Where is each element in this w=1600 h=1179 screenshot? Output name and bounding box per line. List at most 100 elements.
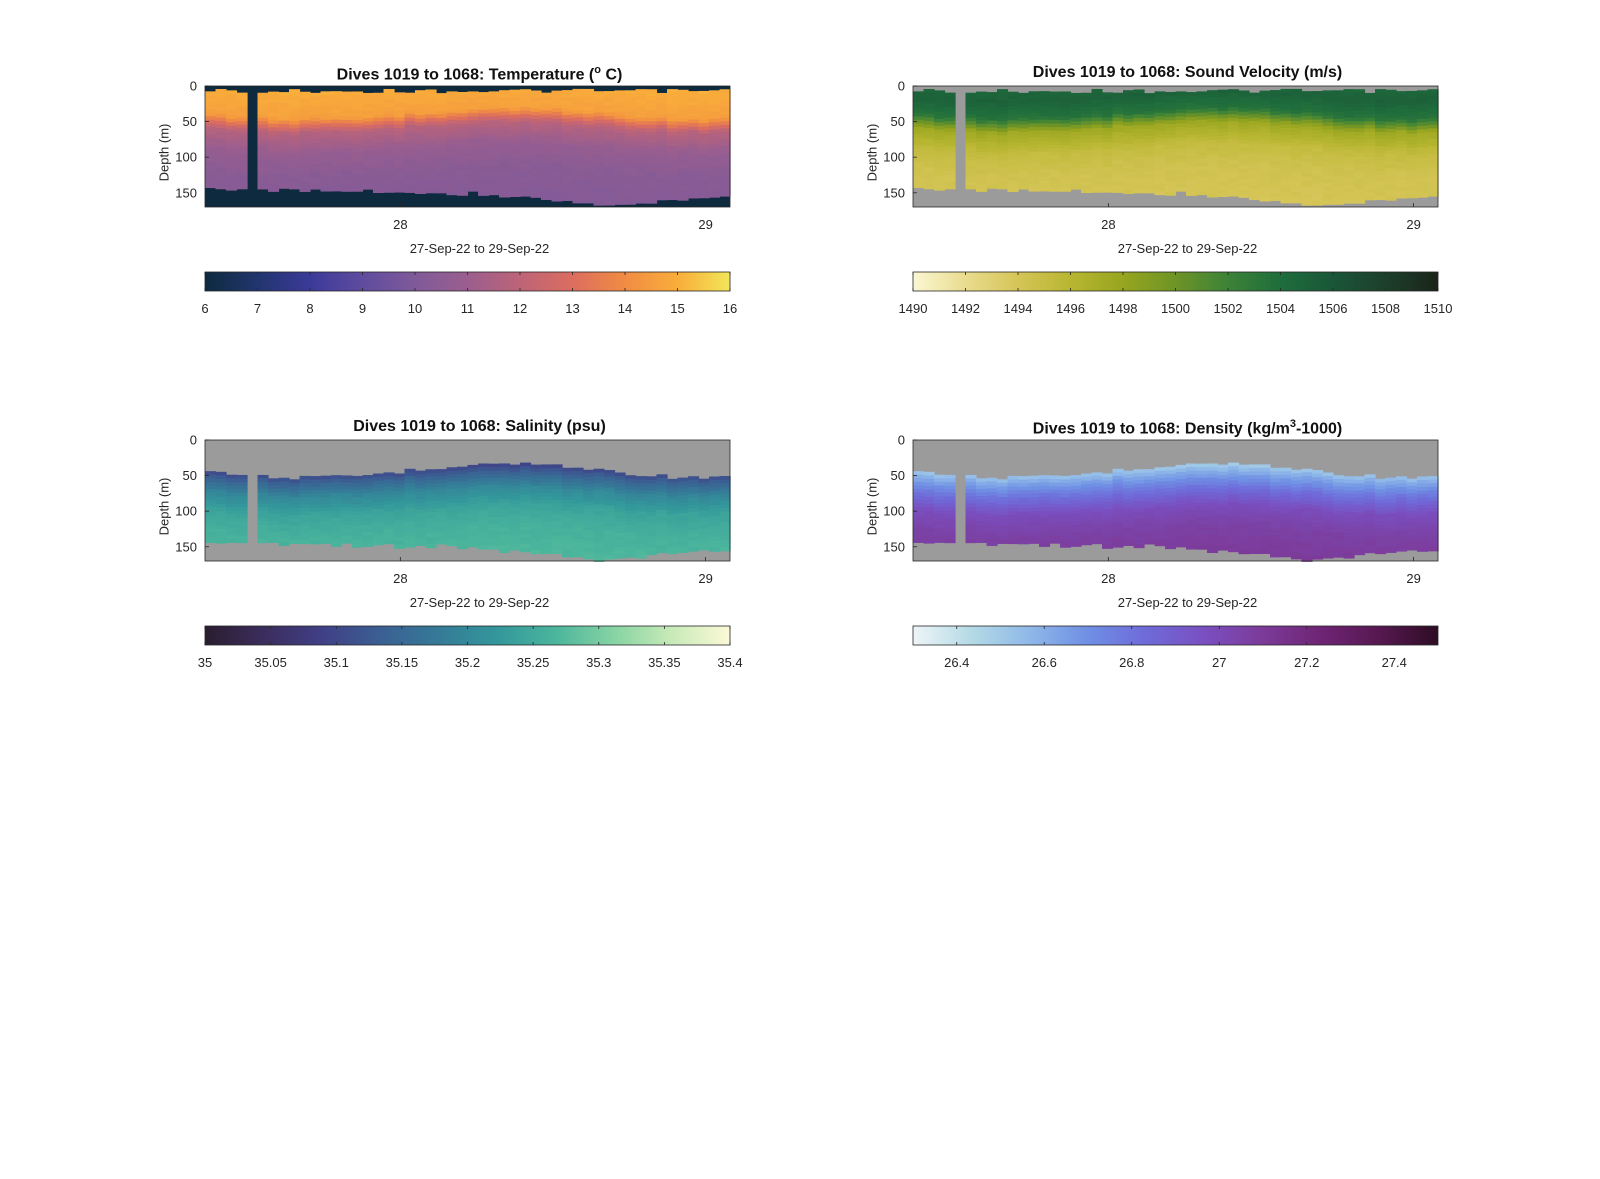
heatmap-cell <box>1417 133 1429 138</box>
heatmap-cell <box>310 96 322 101</box>
heatmap-cell <box>1322 150 1334 156</box>
heatmap-cell <box>236 514 248 519</box>
heatmap-cell <box>583 469 595 474</box>
heatmap-cell <box>1133 89 1145 94</box>
heatmap-cell <box>562 471 574 476</box>
heatmap-cell <box>1028 155 1040 160</box>
heatmap-cell <box>562 179 574 184</box>
heatmap-cell <box>1007 525 1019 530</box>
heatmap-cell <box>1354 163 1366 169</box>
heatmap-cell <box>1249 131 1261 136</box>
heatmap-cell <box>1280 117 1292 122</box>
heatmap-cell <box>1144 96 1156 101</box>
heatmap-cell <box>934 136 946 141</box>
heatmap-cell <box>436 103 448 108</box>
heatmap-cell <box>1007 91 1019 96</box>
heatmap-cell <box>1196 94 1208 100</box>
heatmap-cell <box>1364 181 1376 187</box>
heatmap-cell <box>976 120 988 125</box>
heatmap-cell <box>913 535 925 540</box>
heatmap-cell <box>1102 501 1114 507</box>
heatmap-cell <box>1060 504 1072 509</box>
heatmap-cell <box>373 498 385 503</box>
heatmap-cell <box>436 483 448 488</box>
heatmap-cell <box>457 512 469 518</box>
heatmap-cell <box>572 192 584 197</box>
heatmap-cell <box>415 118 427 123</box>
heatmap-cell <box>583 96 595 101</box>
heatmap-cell <box>1354 92 1366 97</box>
heatmap-cell <box>583 113 595 118</box>
heatmap-cell <box>1228 462 1240 467</box>
heatmap-cell <box>404 121 416 126</box>
heatmap-cell <box>310 181 322 186</box>
heatmap-cell <box>923 521 935 526</box>
heatmap-cell <box>593 557 605 562</box>
heatmap-cell <box>593 482 605 488</box>
heatmap-cell <box>646 131 658 137</box>
heatmap-cell <box>1259 183 1271 188</box>
heatmap-cell <box>404 475 416 481</box>
heatmap-cell <box>499 147 511 152</box>
heatmap-cell <box>593 123 605 128</box>
heatmap-cell <box>467 91 479 96</box>
heatmap-cell <box>1259 499 1271 505</box>
heatmap-cell <box>478 520 490 525</box>
heatmap-cell <box>205 499 217 504</box>
heatmap-cell <box>1291 508 1303 514</box>
heatmap-cell <box>934 165 946 170</box>
heatmap-cell <box>1133 487 1145 492</box>
heatmap-cell <box>604 484 616 489</box>
heatmap-cell <box>446 524 458 529</box>
heatmap-cell <box>1081 110 1093 115</box>
heatmap-cell <box>1291 555 1303 560</box>
chart-title: Dives 1019 to 1068: Temperature (o C) <box>336 64 623 84</box>
heatmap-cell <box>499 139 511 145</box>
heatmap-cell <box>404 156 416 161</box>
heatmap-cell <box>488 463 500 468</box>
heatmap-cell <box>425 128 437 133</box>
heatmap-cell <box>635 533 647 538</box>
heatmap-cell <box>1196 134 1208 139</box>
heatmap-cell <box>509 150 521 155</box>
heatmap-cell <box>583 498 595 503</box>
heatmap-cell <box>1018 132 1030 137</box>
heatmap-cell <box>1343 493 1355 499</box>
heatmap-cell <box>352 166 364 171</box>
heatmap-cell <box>1102 149 1114 154</box>
heatmap-cell <box>509 192 521 198</box>
heatmap-cell <box>709 122 721 127</box>
heatmap-cell <box>913 538 925 543</box>
heatmap-cell <box>1102 188 1114 193</box>
heatmap-cell <box>934 474 946 479</box>
heatmap-cell <box>1280 177 1292 183</box>
heatmap-cell <box>509 535 521 540</box>
heatmap-cell <box>394 117 406 122</box>
heatmap-cell <box>1175 127 1187 132</box>
heatmap-cell <box>551 539 563 544</box>
heatmap-cell <box>404 515 416 520</box>
heatmap-cell <box>1091 475 1103 481</box>
heatmap-cell <box>530 136 542 141</box>
heatmap-cell <box>1091 177 1103 183</box>
heatmap-cell <box>362 171 374 176</box>
heatmap-cell <box>278 113 290 118</box>
heatmap-cell <box>1354 199 1366 204</box>
heatmap-cell <box>446 166 458 171</box>
heatmap-cell <box>1207 182 1219 187</box>
heatmap-cell <box>467 116 479 121</box>
heatmap-cell <box>698 546 710 551</box>
heatmap-cell <box>457 152 469 157</box>
heatmap-cell <box>1343 529 1355 534</box>
heatmap-cell <box>625 493 637 498</box>
heatmap-cell <box>205 524 217 529</box>
heatmap-cell <box>236 181 248 186</box>
heatmap-cell <box>1060 176 1072 182</box>
heatmap-cell <box>488 481 500 486</box>
heatmap-cell <box>1364 196 1376 201</box>
heatmap-cell <box>698 179 710 185</box>
heatmap-cell <box>1165 159 1177 164</box>
heatmap-cell <box>1228 160 1240 165</box>
heatmap-cell <box>646 522 658 527</box>
heatmap-cell <box>1249 546 1261 551</box>
